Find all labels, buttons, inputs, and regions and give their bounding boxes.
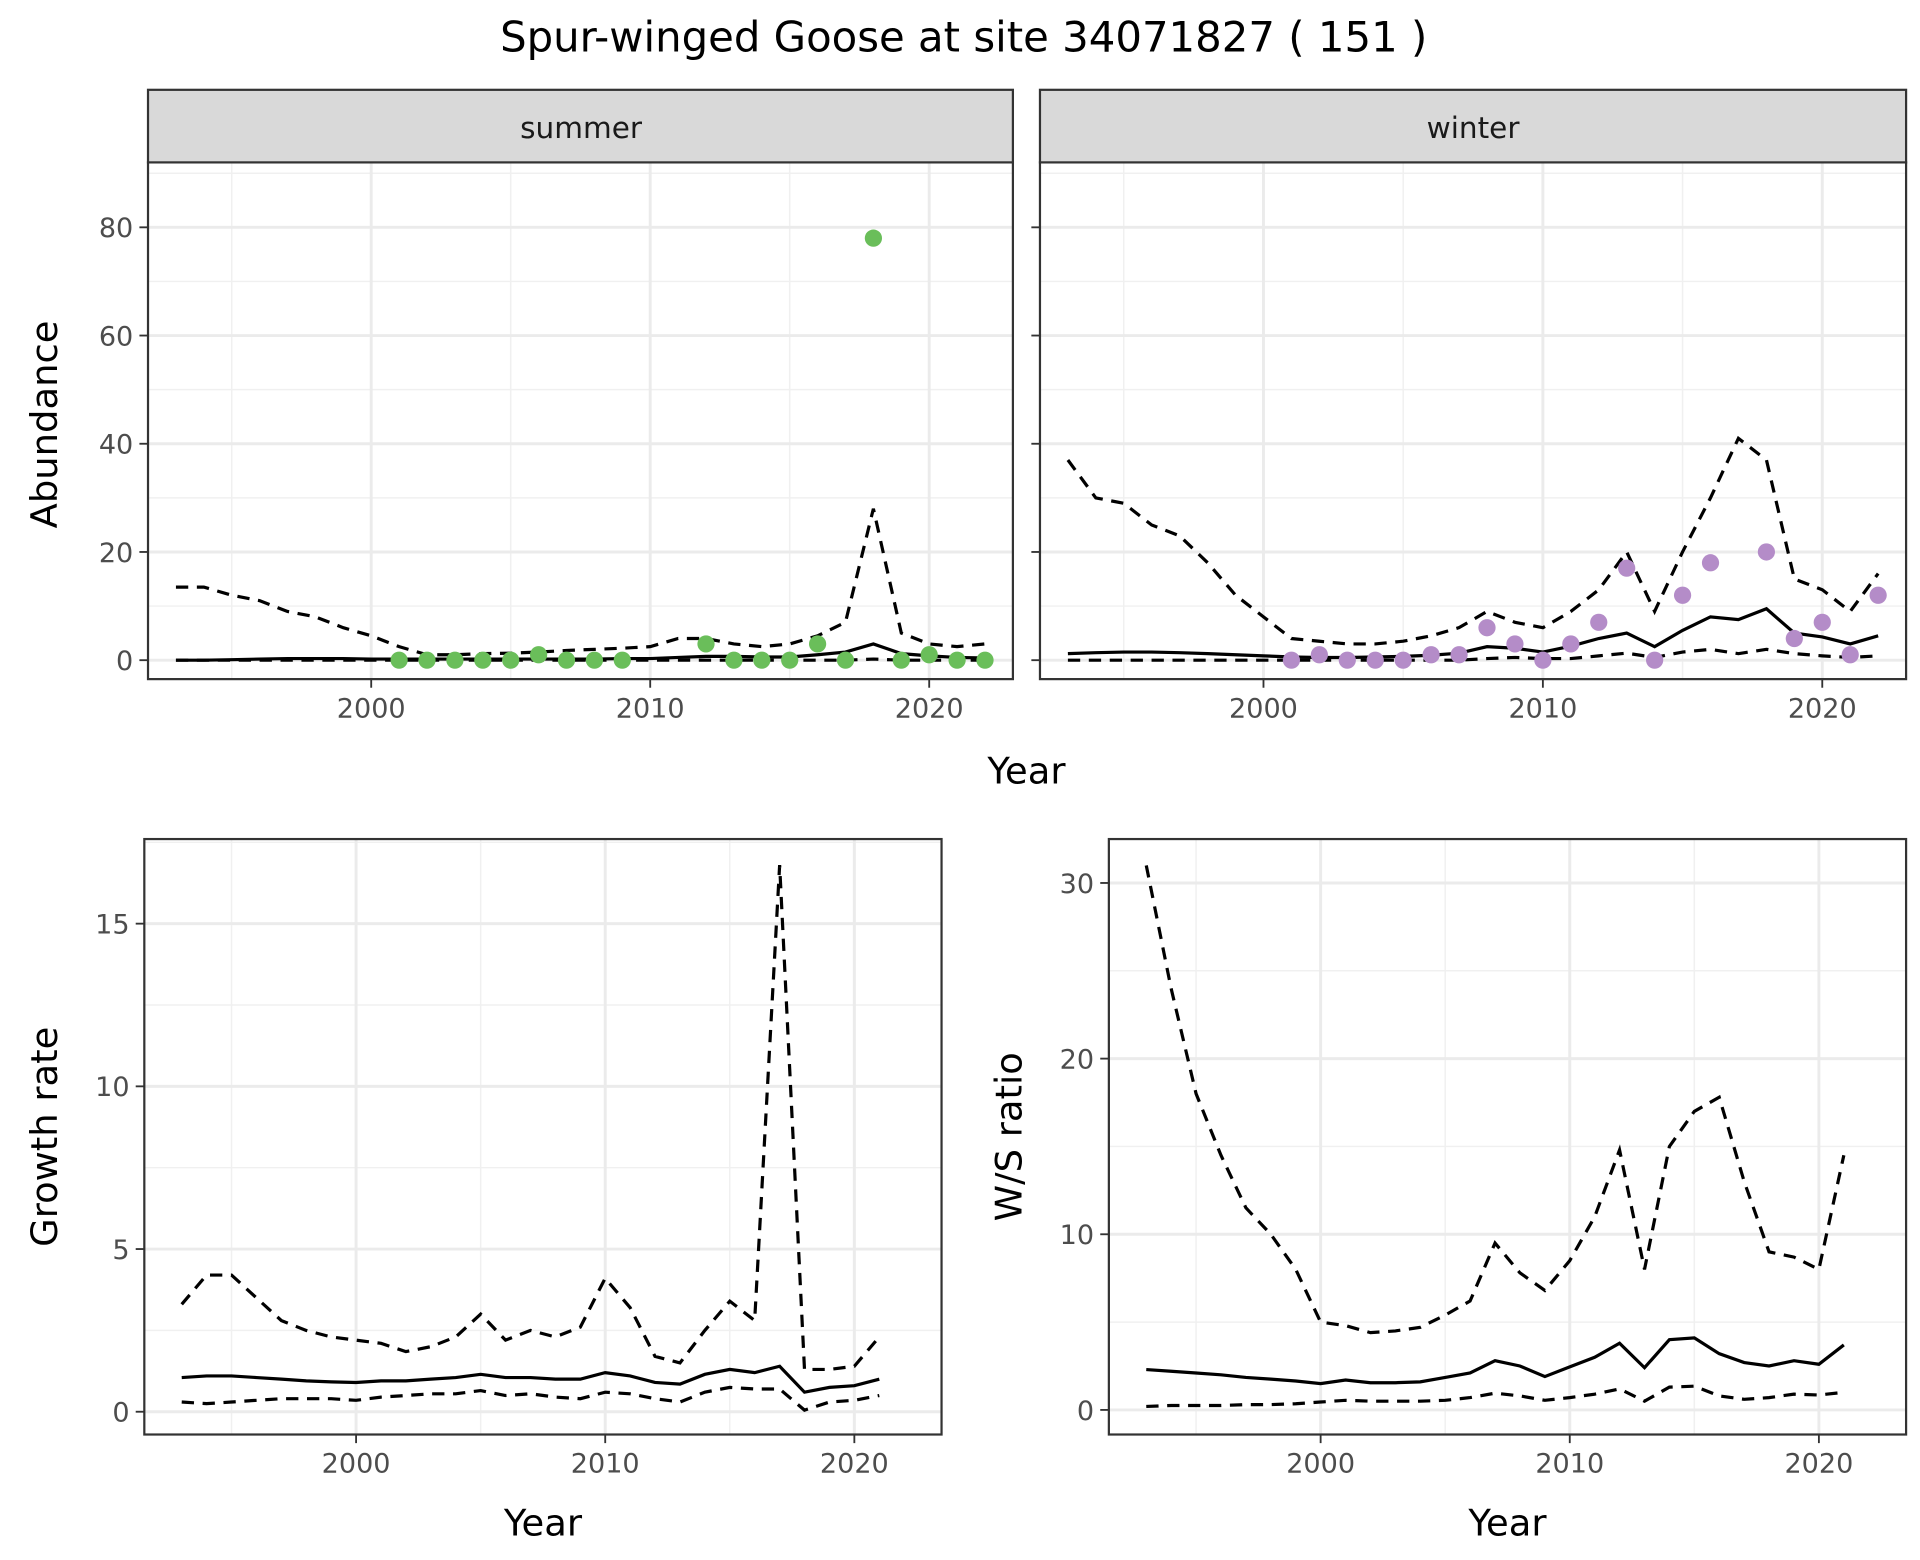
series-line-upper — [1144, 865, 1846, 1335]
data-point — [1338, 651, 1356, 669]
data-point — [1366, 651, 1384, 669]
data-point — [585, 651, 604, 669]
y-axis-label-growth: Growth rate — [23, 1027, 66, 1247]
y-tick-label: 20 — [1060, 1044, 1094, 1075]
y-tick-label: 0 — [1077, 1396, 1094, 1427]
data-point — [697, 635, 715, 653]
plot-background — [1108, 839, 1907, 1435]
x-axis-label-ratio: Year — [1467, 1501, 1547, 1544]
data-point — [529, 646, 548, 664]
data-point — [948, 651, 966, 669]
data-point — [1869, 586, 1887, 604]
y-tick-label: 15 — [95, 909, 129, 940]
data-point — [1590, 613, 1608, 631]
x-tick-label: 2000 — [1229, 693, 1298, 724]
panel-growth-rate: 2000 2010 2020 0 5 10 15 — [95, 837, 943, 1480]
y-tick-label: 30 — [1060, 869, 1094, 900]
series-line-lower — [1067, 647, 1879, 662]
data-point — [781, 651, 799, 669]
x-tick-label: 2020 — [895, 693, 964, 724]
series-line-lower — [1146, 1384, 1845, 1409]
y-tick-label: 40 — [99, 430, 133, 461]
series-line-lower — [181, 1385, 880, 1412]
data-point — [1757, 543, 1776, 561]
data-point — [1282, 651, 1301, 669]
panel-winter: 2000 2010 2020 — [1031, 88, 1908, 724]
x-tick-label: 2020 — [820, 1449, 889, 1480]
data-point — [1310, 646, 1328, 664]
data-point — [557, 651, 576, 669]
data-point — [418, 651, 436, 669]
panel-ws-ratio: 2000 2010 2020 0 10 20 30 — [1060, 837, 1908, 1480]
data-point — [1478, 619, 1496, 637]
series-line-mean — [1146, 1336, 1845, 1386]
x-tick-label: 2010 — [571, 1449, 640, 1480]
y-tick-label: 0 — [112, 1398, 129, 1429]
series-line-mean — [181, 1364, 880, 1394]
data-point — [1813, 613, 1831, 631]
data-point — [446, 651, 464, 669]
data-point — [1618, 559, 1636, 577]
data-point — [502, 651, 520, 669]
plot-background — [148, 162, 1013, 680]
panel-border — [143, 837, 943, 1436]
x-tick-label: 2010 — [616, 693, 685, 724]
data-point — [976, 651, 994, 669]
y-tick-label: 60 — [99, 321, 133, 352]
x-tick-label: 2020 — [1788, 693, 1857, 724]
y-tick-label: 10 — [95, 1072, 129, 1103]
data-point — [1506, 635, 1524, 653]
y-tick-label: 5 — [112, 1235, 129, 1266]
data-point — [1785, 629, 1803, 648]
x-tick-label: 2010 — [1535, 1449, 1604, 1480]
panel-border — [1107, 837, 1908, 1436]
data-point — [864, 229, 883, 247]
panel-summer: 2000 2010 2020 0 20 40 60 80 — [99, 88, 1015, 724]
data-point — [390, 651, 408, 669]
plot-background — [144, 839, 942, 1435]
chart-title: Spur-winged Goose at site 34071827 ( 151… — [500, 13, 1427, 62]
x-tick-label: 2000 — [1286, 1449, 1355, 1480]
y-tick-label: 10 — [1060, 1220, 1094, 1251]
x-tick-label: 2000 — [322, 1449, 391, 1480]
strip-label-winter: winter — [1427, 111, 1521, 145]
x-axis-label-top: Year — [986, 750, 1066, 793]
data-point — [920, 646, 938, 664]
data-point — [613, 651, 631, 669]
series-line-mean — [1067, 606, 1879, 660]
x-axis-label-growth: Year — [503, 1501, 583, 1544]
facet-strip — [146, 88, 1015, 164]
facet-strip — [1038, 88, 1908, 164]
data-point — [1562, 635, 1580, 653]
data-point — [753, 651, 771, 669]
data-point — [1450, 646, 1468, 664]
y-tick-label: 20 — [99, 538, 133, 569]
data-point — [1673, 586, 1692, 604]
data-point — [1646, 651, 1664, 669]
x-tick-label: 2010 — [1508, 693, 1577, 724]
x-tick-label: 2020 — [1784, 1449, 1853, 1480]
data-point — [1394, 651, 1412, 669]
strip-label-summer: summer — [520, 111, 643, 145]
data-point — [892, 651, 910, 669]
plot-background — [1039, 162, 1907, 680]
x-tick-label: 2000 — [337, 693, 406, 724]
series-line-upper — [180, 865, 881, 1372]
y-axis-label-ratio: W/S ratio — [988, 1052, 1031, 1221]
data-point — [1534, 651, 1552, 669]
data-point — [808, 635, 827, 653]
data-point — [836, 651, 855, 669]
data-point — [474, 651, 492, 669]
data-point — [1701, 554, 1720, 572]
y-tick-label: 0 — [116, 646, 133, 677]
data-point — [1422, 646, 1440, 664]
y-tick-label: 80 — [99, 213, 133, 244]
y-axis-label-top: Abundance — [23, 321, 66, 529]
series-line-upper — [1066, 435, 1880, 646]
data-point — [1841, 646, 1859, 664]
data-point — [725, 651, 743, 669]
